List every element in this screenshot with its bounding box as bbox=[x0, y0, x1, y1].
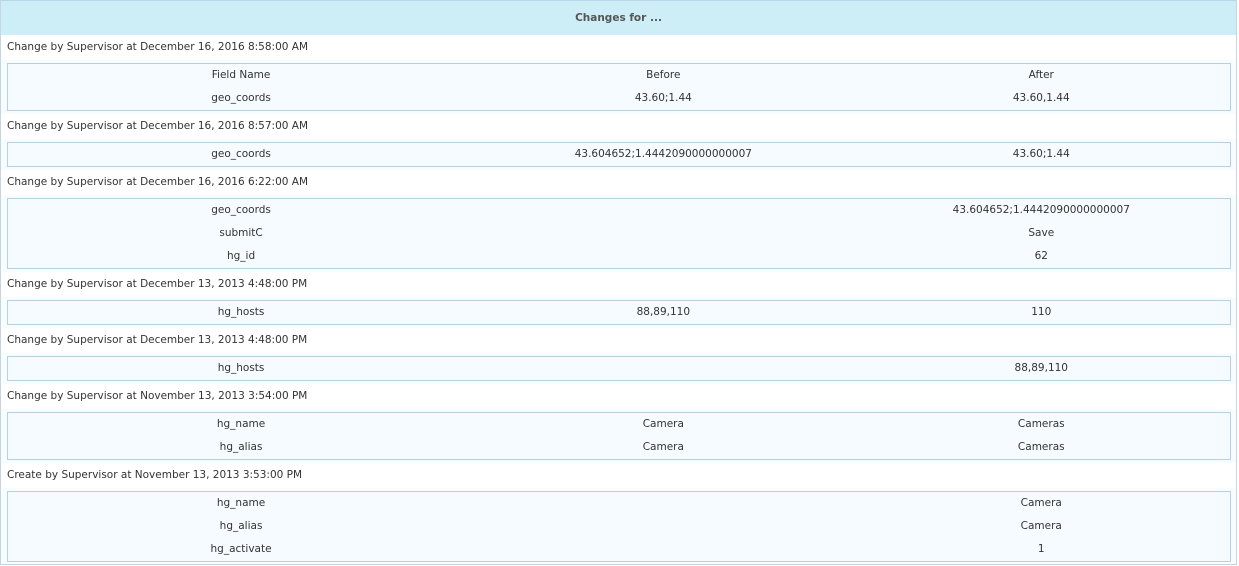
after-cell: Camera bbox=[1020, 497, 1062, 509]
change-table: hg_hosts 88,89,110 bbox=[7, 356, 1231, 381]
field-name-cell: hg_alias bbox=[219, 441, 263, 453]
change-label: Change by Supervisor at November 13, 201… bbox=[1, 384, 1236, 409]
field-name-cell: hg_id bbox=[226, 250, 256, 262]
table-row: geo_coords 43.604652;1.4442090000000007 43… bbox=[8, 143, 1230, 166]
after-cell: 88,89,110 bbox=[1014, 362, 1068, 374]
before-cell: 43.60;1.44 bbox=[634, 92, 692, 104]
table-header-row: Field Name Before After bbox=[8, 64, 1230, 87]
before-cell: 88,89,110 bbox=[636, 306, 691, 318]
before-cell bbox=[474, 538, 852, 561]
change-table: hg_name Camera hg_alias Camera hg_activate 1 bbox=[7, 491, 1231, 562]
table-row: hg_alias Camera bbox=[8, 515, 1230, 538]
before-cell bbox=[474, 222, 852, 245]
change-table: Field Name Before After geo_coords 43.60;1.4… bbox=[7, 63, 1231, 111]
field-name-cell: hg_alias bbox=[219, 520, 263, 532]
table-row: hg_name Camera bbox=[8, 492, 1230, 515]
change-label: Change by Supervisor at December 16, 201… bbox=[1, 170, 1236, 195]
table-row: submitC Save bbox=[8, 222, 1230, 245]
change-label: Change by Supervisor at December 16, 201… bbox=[1, 114, 1236, 139]
header-before: Before bbox=[646, 69, 681, 81]
field-name-cell: hg_name bbox=[216, 497, 266, 509]
change-table: hg_name Camera Cameras hg_alias Camera Camera… bbox=[7, 412, 1231, 460]
table-row: hg_id 62 bbox=[8, 245, 1230, 268]
before-cell bbox=[474, 357, 852, 380]
table-row: hg_alias Camera Cameras bbox=[8, 436, 1230, 459]
field-name-cell: hg_hosts bbox=[217, 306, 265, 318]
before-cell bbox=[474, 492, 852, 515]
table-row: hg_hosts 88,89,110 110 bbox=[8, 301, 1230, 324]
before-cell bbox=[474, 199, 852, 222]
field-name-cell: hg_hosts bbox=[217, 362, 265, 374]
after-cell: 43.604652;1.4442090000000007 bbox=[952, 204, 1130, 216]
after-cell: 1 bbox=[1037, 543, 1045, 555]
after-cell: Save bbox=[1028, 227, 1055, 239]
after-cell: Cameras bbox=[1017, 441, 1065, 453]
after-cell: 62 bbox=[1034, 250, 1048, 262]
change-label: Create by Supervisor at November 13, 201… bbox=[1, 463, 1236, 488]
table-row: hg_name Camera Cameras bbox=[8, 413, 1230, 436]
before-cell bbox=[474, 515, 852, 538]
change-label: Change by Supervisor at December 16, 201… bbox=[1, 35, 1236, 60]
before-cell: Camera bbox=[642, 441, 684, 453]
table-row: geo_coords 43.60;1.44 43.60,1.44 bbox=[8, 87, 1230, 110]
after-cell: Cameras bbox=[1017, 418, 1065, 430]
before-cell: 43.604652;1.4442090000000007 bbox=[574, 148, 752, 160]
change-label: Change by Supervisor at December 13, 201… bbox=[1, 328, 1236, 353]
field-name-cell: hg_name bbox=[216, 418, 266, 430]
after-cell: 43.60,1.44 bbox=[1012, 92, 1070, 104]
field-name-cell: geo_coords bbox=[211, 92, 271, 104]
field-name-cell: geo_coords bbox=[211, 148, 271, 160]
before-cell bbox=[474, 245, 852, 268]
change-label: Change by Supervisor at December 13, 201… bbox=[1, 272, 1236, 297]
change-table: geo_coords 43.604652;1.4442090000000007 su… bbox=[7, 198, 1231, 269]
field-name-cell: geo_coords bbox=[211, 204, 271, 216]
table-row: geo_coords 43.604652;1.4442090000000007 bbox=[8, 199, 1230, 222]
header-field-name: Field Name bbox=[211, 69, 271, 81]
before-cell: Camera bbox=[642, 418, 684, 430]
after-cell: 43.60;1.44 bbox=[1012, 148, 1070, 160]
change-table: geo_coords 43.604652;1.4442090000000007 43… bbox=[7, 142, 1231, 167]
field-name-cell: hg_activate bbox=[210, 543, 272, 555]
field-name-cell: submitC bbox=[219, 227, 263, 239]
after-cell: Camera bbox=[1020, 520, 1062, 532]
change-list: Change by Supervisor at December 16, 201… bbox=[1, 35, 1236, 562]
table-row: hg_hosts 88,89,110 bbox=[8, 357, 1230, 380]
change-table: hg_hosts 88,89,110 110 bbox=[7, 300, 1231, 325]
panel-title: Changes for ... bbox=[1, 0, 1236, 35]
header-after: After bbox=[1028, 69, 1054, 81]
after-cell: 110 bbox=[1031, 306, 1052, 318]
table-row: hg_activate 1 bbox=[8, 538, 1230, 561]
